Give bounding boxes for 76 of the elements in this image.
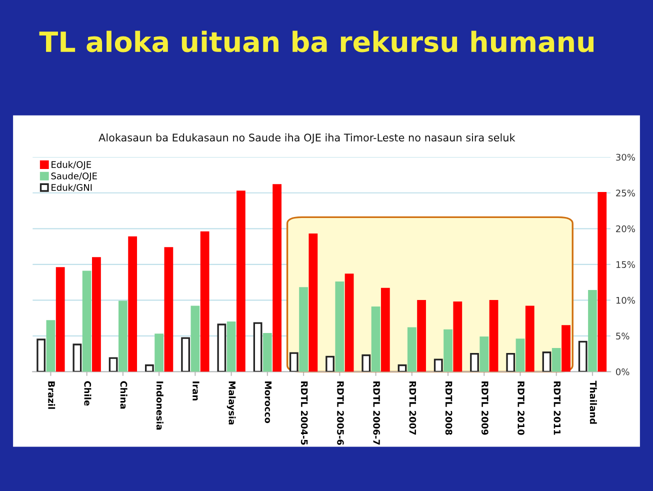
bar bbox=[144, 364, 154, 372]
x-tick-label: Malaysia bbox=[226, 382, 236, 424]
bar bbox=[181, 337, 190, 372]
bar bbox=[262, 332, 272, 372]
bar bbox=[506, 352, 516, 372]
x-tick-label: RDTL 2007 bbox=[409, 382, 416, 435]
bar bbox=[398, 364, 407, 372]
x-tick-label: RDTL 2011 bbox=[554, 382, 561, 435]
y-tick-label: 20% bbox=[616, 225, 635, 232]
bar bbox=[272, 184, 282, 372]
bar bbox=[226, 322, 236, 372]
x-tick-label: RDTL 2010 bbox=[518, 382, 524, 435]
legend-label: Eduk/OJE bbox=[52, 160, 92, 170]
bar bbox=[542, 352, 552, 372]
bar bbox=[190, 306, 200, 372]
bar bbox=[470, 352, 479, 372]
x-tick-label: RDTL 2005-6 bbox=[337, 382, 344, 445]
bar bbox=[128, 236, 138, 372]
bar bbox=[154, 334, 164, 372]
bar bbox=[289, 352, 298, 372]
bar bbox=[118, 300, 128, 372]
x-tick-label: RDTL 2009 bbox=[482, 382, 488, 435]
bar bbox=[217, 324, 226, 372]
y-tick-label: 15% bbox=[616, 261, 635, 268]
bar bbox=[578, 340, 588, 372]
y-tick-label: 25% bbox=[616, 190, 635, 196]
bar bbox=[344, 274, 354, 372]
bar bbox=[434, 358, 443, 372]
bar bbox=[598, 192, 607, 372]
y-tick-label: 30% bbox=[616, 154, 635, 161]
chart-title: TL aloka uituan ba rekursu humanu bbox=[39, 30, 594, 52]
bar bbox=[453, 301, 462, 372]
y-tick-label: 5% bbox=[616, 332, 630, 340]
x-tick-label: China bbox=[120, 381, 128, 409]
bar bbox=[525, 306, 534, 372]
bar bbox=[299, 287, 308, 372]
bar bbox=[417, 300, 426, 372]
bar bbox=[36, 338, 46, 372]
bar bbox=[236, 190, 246, 372]
bar bbox=[335, 281, 344, 372]
bar bbox=[562, 325, 570, 372]
x-tick-label: Indonesia bbox=[156, 382, 164, 430]
bar bbox=[326, 356, 334, 372]
legend-label: Eduk/GNI bbox=[52, 184, 92, 192]
bar bbox=[164, 247, 174, 372]
legend-label: Saude/OJE bbox=[51, 172, 97, 182]
bar bbox=[407, 327, 416, 372]
x-tick-label: Morocco bbox=[264, 382, 272, 424]
bar bbox=[380, 288, 390, 372]
bar bbox=[308, 234, 318, 372]
bar bbox=[444, 329, 452, 372]
x-tick-label: Chile bbox=[84, 381, 92, 406]
bar bbox=[516, 338, 525, 372]
bar bbox=[56, 267, 65, 372]
bar bbox=[588, 290, 597, 372]
bar bbox=[362, 354, 371, 372]
y-tick-label: 0% bbox=[616, 368, 630, 376]
y-tick-label: 10% bbox=[616, 296, 635, 304]
x-tick-label: Thailand bbox=[590, 380, 597, 424]
bar bbox=[489, 300, 498, 372]
x-tick-label: RDTL 2008 bbox=[445, 382, 452, 435]
bar bbox=[108, 357, 118, 372]
bar bbox=[480, 336, 489, 372]
bar bbox=[82, 270, 92, 372]
x-tick-label: Brazil bbox=[48, 382, 56, 409]
bar bbox=[200, 231, 210, 372]
bar bbox=[92, 257, 101, 372]
bar bbox=[552, 348, 561, 372]
bar bbox=[371, 306, 380, 372]
x-tick-label: RDTL 2004-5 bbox=[300, 382, 308, 445]
x-tick-label: Iran bbox=[192, 382, 200, 400]
bar bbox=[46, 320, 56, 372]
chart-subtitle: Alokasaun ba Edukasaun no Saude iha OJE iha Timor-Leste no nasaun sira seluk bbox=[98, 133, 516, 144]
bar bbox=[72, 344, 82, 372]
x-tick-label: RDTL 2006-7 bbox=[373, 382, 380, 445]
bar bbox=[253, 322, 262, 372]
